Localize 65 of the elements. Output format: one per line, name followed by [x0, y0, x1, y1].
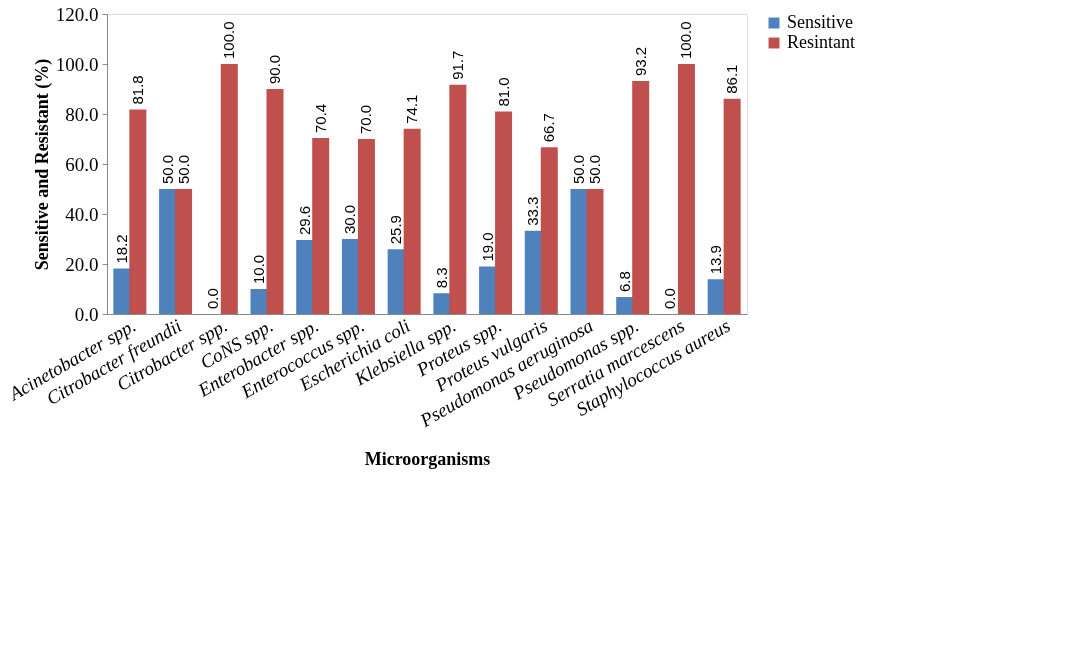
- bar: [540, 147, 558, 314]
- data-label: 0.0: [204, 288, 222, 309]
- bar: [175, 189, 193, 314]
- x-axis-title: Microorganisms: [364, 448, 491, 469]
- bar: [129, 109, 147, 314]
- data-label: 18.2: [112, 234, 130, 264]
- data-label: 29.6: [295, 205, 313, 235]
- data-label: 91.7: [448, 50, 466, 80]
- data-label: 50.0: [158, 154, 176, 184]
- bar: [312, 138, 330, 314]
- bar: [159, 189, 177, 314]
- legend-label: Sensitive: [787, 12, 854, 32]
- bar: [220, 64, 238, 314]
- y-tick-label: 120.0: [55, 3, 99, 25]
- bar: [570, 189, 588, 314]
- y-tick-label: 0.0: [74, 303, 99, 325]
- data-label: 10.0: [250, 254, 267, 284]
- data-label: 50.0: [174, 154, 192, 184]
- bar: [387, 249, 405, 314]
- data-label: 81.8: [128, 75, 146, 105]
- bar: [616, 297, 634, 314]
- data-label: 70.4: [311, 103, 329, 133]
- data-label: 25.9: [387, 215, 405, 245]
- bar: [403, 128, 421, 314]
- bar: [296, 240, 314, 314]
- data-label: 66.7: [540, 113, 558, 143]
- y-tick-label: 80.0: [65, 103, 99, 125]
- data-label: 90.0: [266, 54, 283, 84]
- data-label: 33.3: [524, 196, 542, 226]
- bar: [495, 111, 513, 314]
- data-label: 50.0: [586, 154, 603, 184]
- data-label: 70.0: [357, 104, 375, 134]
- bar: [433, 293, 451, 314]
- y-tick-label: 100.0: [55, 53, 99, 75]
- y-tick-label: 40.0: [65, 203, 99, 225]
- data-label: 50.0: [570, 154, 587, 184]
- data-label: 0.0: [661, 288, 679, 309]
- bar: [677, 64, 695, 314]
- y-axis-title: Sensitive and Resistant (%): [31, 58, 53, 271]
- bar: [479, 266, 497, 314]
- bar: [341, 239, 359, 314]
- y-tick-label: 20.0: [65, 253, 99, 275]
- bar: [266, 89, 284, 314]
- data-label: 74.1: [403, 94, 421, 124]
- y-tick-label: 60.0: [65, 153, 99, 175]
- data-label: 81.0: [494, 77, 512, 107]
- data-label: 86.1: [723, 64, 741, 94]
- bar: [449, 84, 467, 314]
- data-label: 6.8: [615, 271, 633, 292]
- bar: [586, 189, 604, 314]
- data-label: 30.0: [341, 204, 359, 234]
- data-label: 13.9: [707, 245, 725, 275]
- legend-label: Resintant: [787, 32, 855, 52]
- data-label: 100.0: [220, 21, 238, 59]
- data-label: 100.0: [677, 21, 695, 59]
- bar: [707, 279, 725, 314]
- bar: [113, 268, 131, 314]
- data-label: 93.2: [631, 46, 649, 76]
- data-label: 19.0: [478, 232, 496, 262]
- bar: [357, 139, 375, 314]
- bar: [250, 289, 268, 314]
- data-label: 8.3: [432, 267, 450, 289]
- bar: [723, 98, 741, 314]
- bar: [524, 230, 542, 314]
- bar: [632, 81, 650, 314]
